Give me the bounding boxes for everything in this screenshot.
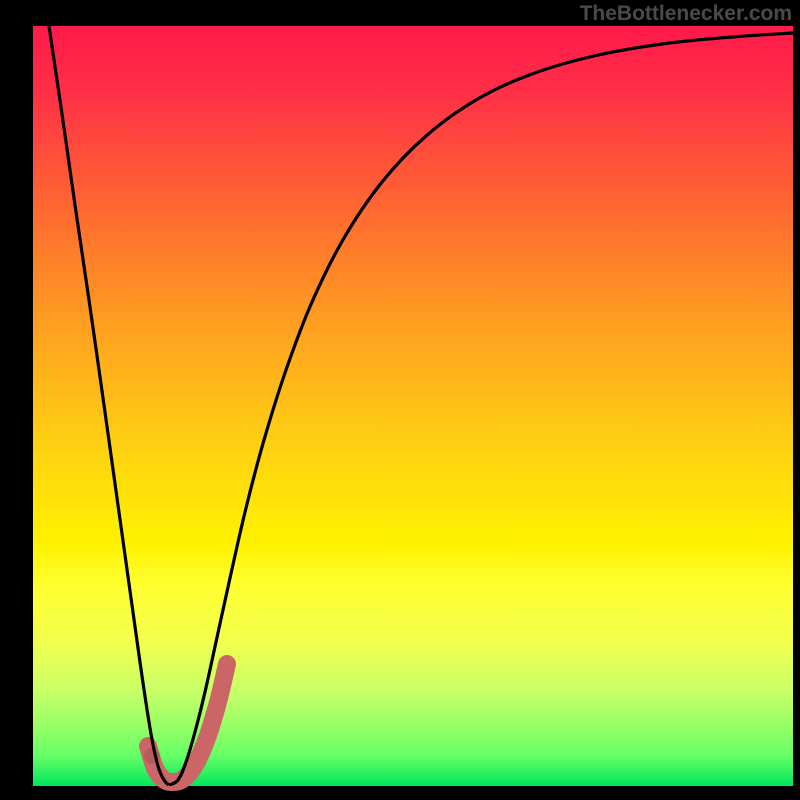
plot-background bbox=[33, 26, 793, 786]
chart-container bbox=[0, 0, 800, 800]
watermark-text: TheBottlenecker.com bbox=[580, 2, 792, 26]
chart-svg bbox=[0, 0, 800, 800]
